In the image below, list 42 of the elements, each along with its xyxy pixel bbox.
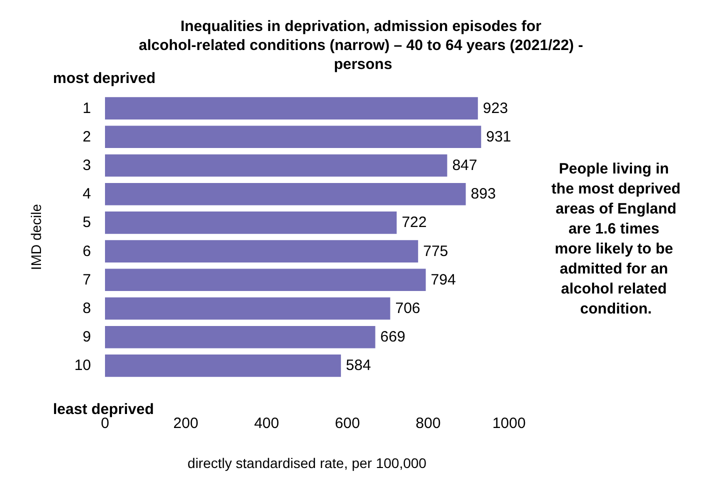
text: most deprived (53, 70, 156, 87)
data-label: 931 (486, 128, 512, 146)
y-tick-label: 5 (82, 214, 91, 232)
y-tick-label: 4 (82, 186, 91, 203)
data-label: 706 (395, 300, 420, 317)
bar (105, 126, 482, 148)
bar (105, 240, 418, 262)
y-tick-label: 7 (82, 271, 91, 288)
x-axis-title: directly standardised rate, per 100,000 (188, 455, 427, 471)
bar (105, 97, 478, 120)
bar (105, 212, 397, 234)
bar (105, 326, 376, 348)
chart-title: Inequalities in deprivation, admission episodes for alcohol-related conditions (narrow) – 40 to 64 years (2021/22) - persons (138, 18, 588, 73)
data-label: 923 (482, 100, 508, 117)
y-tick-label: 10 (74, 357, 91, 374)
y-tick-label: 9 (82, 328, 91, 346)
data-label: 775 (423, 242, 448, 260)
data-label: 893 (470, 186, 496, 203)
y-tick-label: 1 (82, 100, 91, 117)
bar (105, 182, 466, 206)
x-tick-label: 800 (416, 415, 441, 432)
bar (105, 297, 390, 320)
y-tick-label: 6 (82, 242, 91, 260)
x-tick-label: 1000 (492, 415, 526, 432)
y-tick-label: 2 (82, 128, 91, 146)
x-tick-label: 0 (100, 415, 110, 432)
data-label: 847 (452, 157, 478, 174)
data-label: 584 (346, 357, 371, 374)
y-tick-label: 3 (82, 157, 91, 174)
data-label: 722 (402, 214, 427, 232)
bar (105, 268, 426, 292)
y-axis-title: IMD decile (28, 204, 44, 270)
x-tick-label: 200 (173, 415, 198, 432)
bar (105, 354, 341, 377)
text: People living in the most deprived areas of England are 1.6 times more likely to be admitted for an alcohol related condition. (551, 160, 681, 318)
text: least deprived (53, 401, 154, 418)
x-tick-label: 600 (334, 415, 360, 432)
data-label: 794 (430, 271, 456, 288)
data-label: 669 (380, 328, 406, 346)
x-tick-label: 400 (254, 415, 280, 432)
y-tick-label: 8 (82, 300, 91, 317)
bar (105, 154, 448, 177)
